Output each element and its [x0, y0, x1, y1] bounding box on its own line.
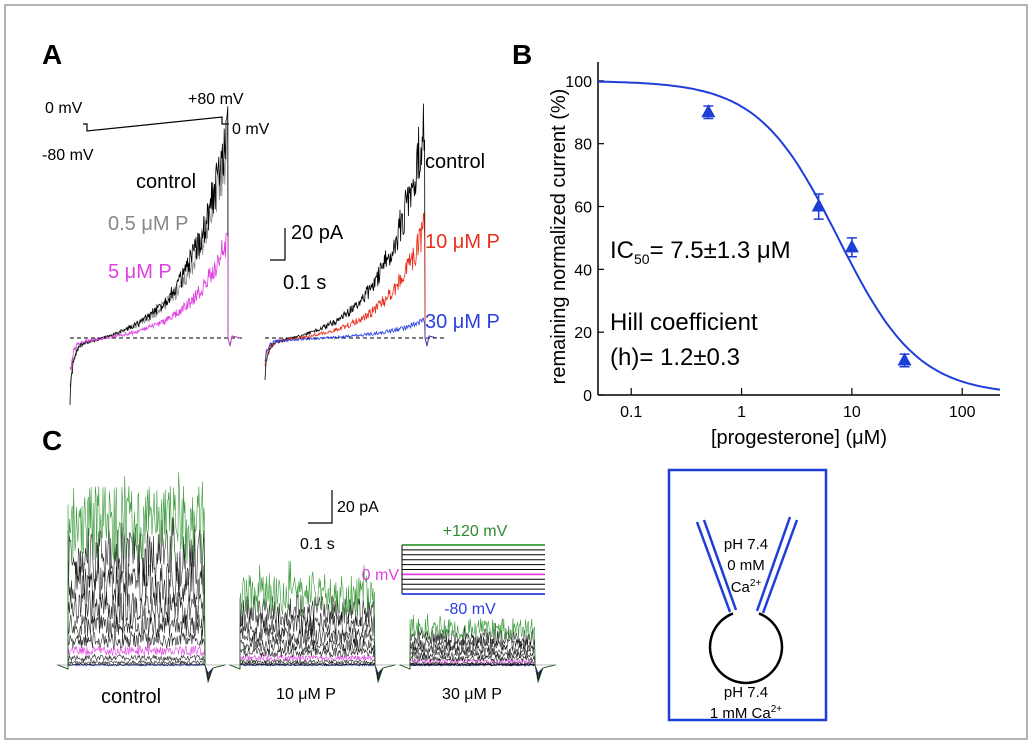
protocol-label: 0 mV	[45, 100, 83, 117]
current-trace	[57, 641, 226, 678]
current-trace	[229, 593, 396, 684]
condition-label: control	[101, 686, 161, 708]
x-axis-label: [progesterone] (μM)	[711, 427, 887, 449]
trace-label: control	[136, 171, 196, 193]
scale-bar	[270, 228, 286, 261]
y-tick-label: 100	[565, 74, 592, 91]
data-point	[844, 239, 859, 253]
traces	[69, 103, 445, 406]
diagram-frame	[667, 468, 828, 722]
current-trace	[229, 643, 396, 679]
protocol-label: +80 mV	[188, 91, 244, 108]
x-tick-label: 0.1	[620, 404, 642, 421]
trace-label: control	[425, 151, 485, 173]
ion-charge: 2+	[771, 704, 783, 715]
current-trace	[57, 659, 226, 676]
voltage-protocol	[83, 116, 229, 132]
pipette	[695, 516, 799, 614]
annotation-part: = 7.5±1.3 μM	[650, 237, 791, 264]
annotation: Hill coefficient	[610, 309, 758, 336]
pipette-wall	[761, 519, 799, 614]
scale-bar	[308, 490, 333, 524]
current-trace	[264, 212, 438, 367]
ion: Ca	[731, 579, 751, 596]
ion-charge: 2+	[750, 578, 762, 589]
scale-label: 20 pA	[337, 499, 379, 516]
trace-label: 5 μM P	[108, 261, 172, 283]
scale-label: 0.1 s	[283, 272, 326, 294]
current-trace	[399, 613, 556, 684]
x-tick-label: 10	[843, 404, 861, 421]
y-tick-label: 0	[583, 388, 592, 405]
current-trace	[57, 472, 226, 684]
fit-curve	[597, 80, 1001, 391]
trace-label: 10 μM P	[425, 231, 500, 253]
y-tick-label: 40	[574, 262, 592, 279]
current-trace	[264, 317, 438, 363]
current-trace	[229, 635, 396, 680]
traces	[56, 472, 557, 684]
pipette-wall	[755, 516, 792, 612]
solution-label: pH 7.4	[724, 536, 768, 553]
current-trace	[57, 625, 226, 679]
current-trace	[57, 662, 226, 675]
protocol-label: +120 mV	[443, 523, 508, 540]
annotation-part: IC	[610, 237, 634, 264]
annotation-sub: 50	[634, 251, 650, 267]
data-point	[701, 104, 716, 118]
pipette-wall	[695, 521, 732, 613]
current-trace	[399, 660, 556, 677]
data-point	[811, 198, 826, 212]
current-trace	[69, 232, 241, 370]
bath-calcium: 1 mM Ca	[710, 705, 772, 722]
y-axis-label: remaining normalized current (%)	[548, 89, 570, 385]
data-point	[897, 352, 912, 366]
protocol-label: -80 mV	[444, 601, 496, 618]
x-tick-label: 100	[949, 404, 976, 421]
scale-label: 0.1 s	[300, 536, 335, 553]
current-trace	[229, 653, 396, 678]
current-trace	[229, 662, 396, 675]
protocol-label: 0 mV	[362, 567, 400, 584]
current-trace	[399, 654, 556, 679]
current-trace	[229, 619, 396, 682]
y-tick-label: 80	[574, 137, 592, 154]
solution-label: pH 7.4	[724, 684, 768, 701]
cell	[708, 612, 784, 685]
current-trace	[399, 630, 556, 683]
trace-label: 0.5 μM P	[108, 213, 188, 235]
panel-label: B	[512, 39, 532, 70]
condition-label: 30 μM P	[442, 686, 502, 703]
annotation: IC50= 7.5±1.3 μM	[610, 237, 791, 267]
current-trace	[57, 603, 226, 680]
solution-label: 0 mM	[727, 557, 765, 574]
current-trace	[399, 649, 556, 680]
protocol-label: -80 mV	[42, 147, 94, 164]
scale-label: 20 pA	[291, 222, 344, 244]
panel-label: C	[42, 425, 62, 456]
current-trace	[57, 653, 226, 677]
current-trace	[399, 623, 556, 684]
panel-label: A	[42, 39, 62, 70]
x-tick-label: 1	[737, 404, 746, 421]
current-trace	[229, 657, 396, 677]
y-tick-label: 20	[574, 325, 592, 342]
current-trace	[399, 658, 556, 678]
annotation: (h)= 1.2±0.3	[610, 344, 740, 371]
protocol-label: 0 mV	[232, 121, 270, 138]
current-trace	[229, 560, 396, 684]
current-trace	[57, 580, 226, 682]
condition-label: 10 μM P	[276, 686, 336, 703]
chart: 0 20 40 60 80 100 0.1 1 10 100 [progesterone] (μM)…	[548, 62, 1001, 449]
pipette-wall	[702, 519, 738, 611]
solution-label: 1 mM Ca2+	[710, 704, 782, 722]
current-trace	[264, 103, 438, 381]
y-tick-label: 60	[574, 200, 592, 217]
trace-label: 30 μM P	[425, 311, 500, 333]
solution-label: Ca2+	[731, 578, 762, 596]
